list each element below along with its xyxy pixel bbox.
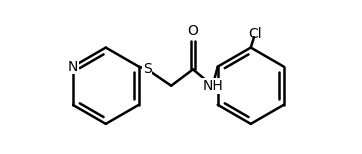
Text: N: N	[68, 60, 78, 74]
Text: Cl: Cl	[248, 27, 262, 41]
Text: S: S	[143, 62, 152, 76]
Text: NH: NH	[202, 79, 223, 93]
Text: O: O	[188, 24, 198, 38]
